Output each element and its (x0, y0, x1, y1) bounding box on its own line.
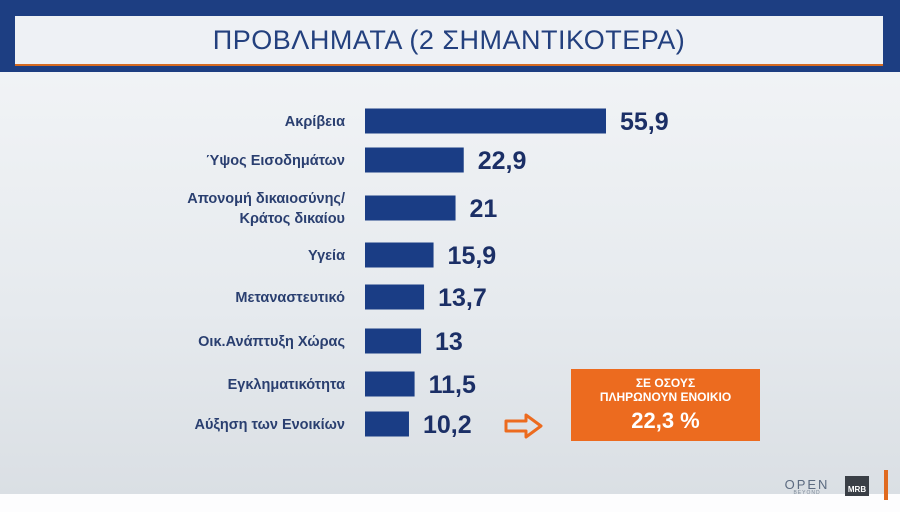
arrow-right-icon (504, 413, 543, 439)
value-label-1: 22,9 (478, 147, 527, 175)
callout-value: 22,3 % (631, 408, 700, 433)
open-logo-text: OPEN (784, 477, 830, 492)
bar-5 (365, 328, 422, 354)
bar-6 (365, 371, 415, 397)
value-label-6: 11,5 (429, 371, 476, 399)
category-label-0: Ακρίβεια (285, 114, 345, 130)
category-label-2-1: Κράτος δικαίου (239, 211, 345, 227)
chart-title: ΠΡΟΒΛΗΜΑΤΑ (2 ΣΗΜΑΝΤΙΚΟΤΕΡΑ) (212, 24, 686, 55)
value-label-5: 13 (435, 328, 463, 356)
mrb-logo: MRB (845, 476, 869, 496)
category-label-5: Οικ.Ανάπτυξη Χώρας (198, 334, 345, 350)
header-bar: ΠΡΟΒΛΗΜΑΤΑ (2 ΣΗΜΑΝΤΙΚΟΤΕΡΑ) (0, 0, 900, 72)
bar-4 (365, 284, 425, 310)
bar-2 (365, 195, 456, 221)
value-label-2: 21 (470, 195, 498, 223)
value-label-3: 15,9 (448, 242, 497, 270)
value-label-4: 13,7 (438, 284, 487, 312)
bar-0 (365, 108, 606, 134)
bar-1 (365, 147, 464, 173)
open-logo: OPEN BEYOND (782, 477, 832, 499)
value-label-7: 10,2 (423, 411, 472, 439)
category-label-4: Μεταναστευτικό (235, 290, 345, 306)
bar-7 (365, 411, 409, 437)
category-label-1: Ύψος Εισοδημάτων (206, 153, 345, 169)
bar-3 (365, 242, 434, 268)
category-label-7: Αύξηση των Ενοικίων (195, 417, 346, 433)
value-label-0: 55,9 (620, 108, 669, 136)
open-logo-subtext: BEYOND (793, 490, 821, 496)
title-box: ΠΡΟΒΛΗΜΑΤΑ (2 ΣΗΜΑΝΤΙΚΟΤΕΡΑ) (15, 16, 883, 66)
callout-line-1: ΣΕ ΟΣΟΥΣ (635, 376, 696, 390)
rent-callout-box: ΣΕ ΟΣΟΥΣ ΠΛΗΡΩΝΟΥΝ ΕΝΟΙΚΙΟ 22,3 % (571, 369, 760, 441)
category-label-3: Υγεία (308, 248, 345, 264)
callout-line-2: ΠΛΗΡΩΝΟΥΝ ΕΝΟΙΚΙΟ (599, 390, 732, 404)
accent-bar (884, 470, 888, 500)
category-label-2-0: Απονομή δικαιοσύνης/ (187, 191, 345, 207)
category-label-6: Εγκληματικότητα (228, 377, 345, 393)
footer-strip (0, 494, 900, 512)
